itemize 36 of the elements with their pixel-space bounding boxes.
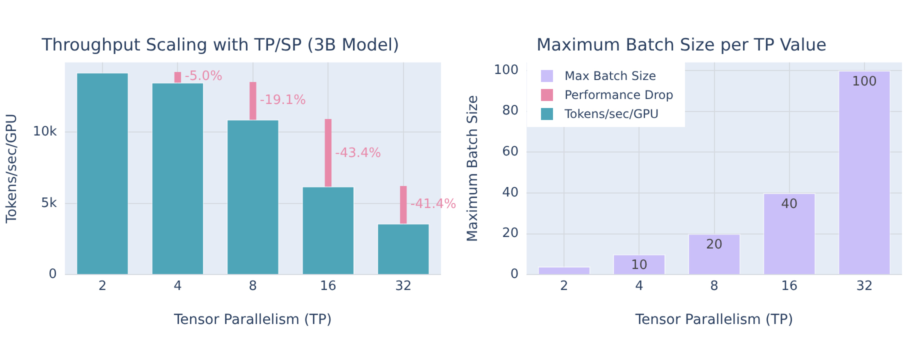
data-label: 10	[630, 258, 648, 274]
x-tick-label: 2	[560, 278, 568, 294]
x-tick-label: 8	[710, 278, 718, 294]
x-tick-label: 8	[248, 278, 258, 294]
x-axis-title: Tensor Parallelism (TP)	[172, 312, 332, 328]
chart-title: Maximum Batch Size per TP Value	[536, 36, 827, 56]
legend-label: Tokens/sec/GPU	[564, 106, 659, 121]
y-tick-label: 100	[494, 62, 519, 78]
annotation: -43.4%	[335, 146, 382, 161]
y-axis-title: Tokens/sec/GPU	[4, 114, 20, 224]
annotation: -5.0%	[184, 69, 222, 84]
y-tick-label: 40	[502, 185, 519, 200]
annotation: -19.1%	[260, 93, 306, 108]
legend-label: Performance Drop	[564, 88, 674, 102]
x-tick-label: 16	[781, 278, 798, 294]
y-tick-label: 5k	[41, 196, 58, 211]
data-label: 40	[781, 196, 798, 212]
annotation: -41.4%	[410, 197, 456, 212]
x-tick-label: 2	[98, 278, 107, 294]
y-tick-label: 0	[48, 266, 57, 282]
y-tick-label: 0	[510, 266, 519, 282]
x-tick-label: 32	[856, 278, 873, 294]
x-tick-label: 4	[635, 278, 644, 294]
y-tick-label: 10k	[32, 124, 58, 140]
chart-title: Throughput Scaling with TP/SP (3B Model)	[40, 36, 400, 56]
data-label: 100	[852, 74, 877, 90]
x-tick-label: 4	[174, 278, 182, 294]
y-tick-label: 80	[502, 104, 519, 119]
y-axis-title: Maximum Batch Size	[465, 95, 482, 242]
y-tick-label: 60	[502, 144, 519, 160]
x-tick-label: 32	[395, 278, 412, 294]
legend-label: Max Batch Size	[564, 68, 656, 83]
x-axis-title: Tensor Parallelism (TP)	[634, 312, 794, 328]
data-label: 20	[706, 238, 723, 253]
y-tick-label: 20	[502, 226, 519, 242]
x-tick-label: 16	[320, 278, 336, 294]
